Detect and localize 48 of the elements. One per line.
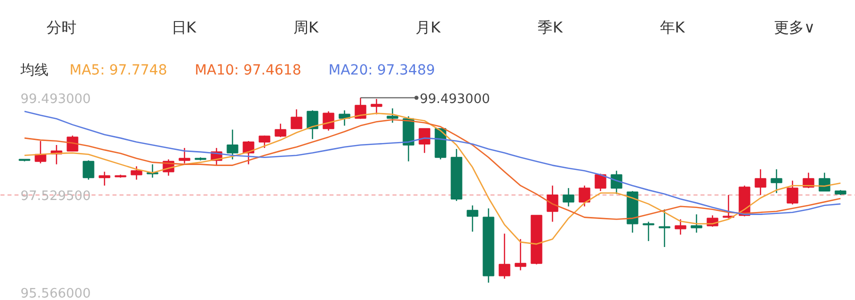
- candlestick: [322, 110, 334, 132]
- candlestick: [98, 171, 110, 186]
- text: 日K: [171, 18, 198, 36]
- candlestick: [674, 218, 686, 236]
- candlestick: [562, 187, 574, 208]
- candlestick: [242, 140, 254, 165]
- candlestick: [594, 173, 606, 192]
- candlestick: [130, 166, 142, 180]
- candlestick: [642, 221, 654, 242]
- text: MA20: 97.3489: [328, 62, 436, 78]
- text: 月K: [416, 18, 442, 36]
- candlestick: [754, 168, 766, 196]
- candlestick: [418, 128, 430, 154]
- candlestick: [306, 110, 318, 140]
- text: 年K: [660, 18, 686, 36]
- candlestick: [386, 108, 398, 124]
- legend-title: 均线: [20, 62, 48, 78]
- candlestick: [546, 185, 558, 222]
- annotation: 99.493000: [420, 92, 490, 107]
- candlestick: [818, 172, 830, 192]
- candlestick: [370, 98, 382, 115]
- candlestick: [786, 180, 798, 206]
- candlestick: [178, 147, 190, 164]
- text: 周K: [293, 18, 320, 36]
- candlestick: [258, 134, 270, 149]
- text: 更多∨: [774, 18, 815, 36]
- candlestick: [66, 134, 78, 152]
- candlestick: [34, 140, 46, 164]
- text: MA5: 97.7748: [70, 62, 168, 78]
- y-tick-label: 97.529500: [20, 189, 91, 204]
- y-tick-label: 99.493000: [20, 92, 91, 107]
- candlestick: [770, 168, 782, 194]
- candlestick: [514, 238, 526, 271]
- text: MA10: 97.4618: [194, 62, 302, 78]
- candlestick: [226, 129, 238, 160]
- candlestick: [690, 214, 702, 234]
- candlestick: [658, 208, 670, 248]
- candlestick: [610, 170, 622, 195]
- text: 季K: [538, 18, 564, 36]
- candlestick: [498, 233, 510, 280]
- candlestick: [578, 185, 590, 208]
- candlestick: [82, 160, 94, 180]
- y-tick-label: 95.566000: [20, 286, 91, 300]
- candlestick: [274, 123, 286, 138]
- candlestick: [466, 204, 478, 232]
- candlestick: [354, 97, 366, 120]
- text: 分时: [46, 18, 77, 36]
- candlestick: [290, 108, 302, 130]
